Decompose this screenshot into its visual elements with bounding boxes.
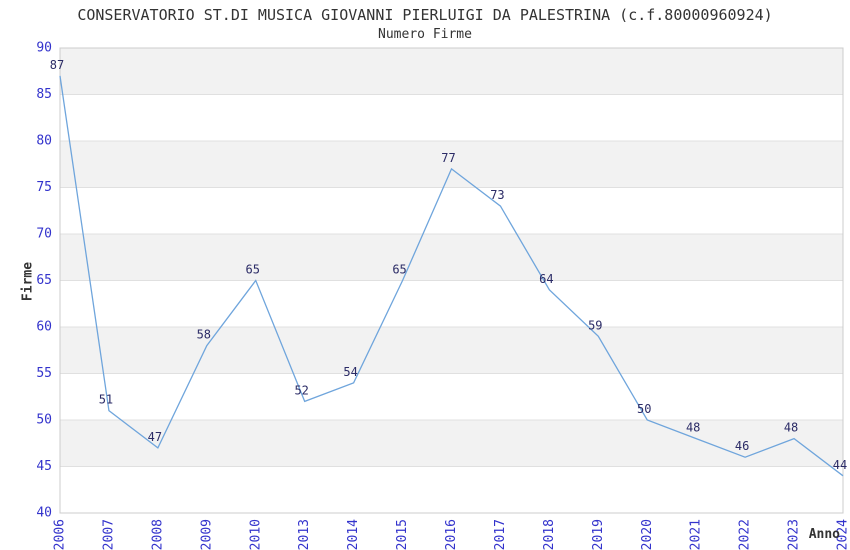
data-label: 73 (490, 188, 504, 202)
y-tick-label: 65 (36, 273, 52, 288)
data-label: 50 (637, 402, 651, 416)
band (60, 234, 843, 281)
y-tick-label: 70 (36, 227, 52, 242)
data-label: 52 (294, 383, 308, 397)
data-label: 54 (343, 365, 357, 379)
x-tick-label: 2013 (297, 519, 312, 550)
plot-bands (60, 48, 843, 513)
x-tick-label: 2014 (346, 519, 361, 550)
x-tick-label: 2019 (591, 519, 606, 550)
x-tick-label: 2010 (248, 519, 263, 550)
data-label: 46 (735, 439, 749, 453)
data-label: 48 (784, 421, 798, 435)
band (60, 280, 843, 327)
x-tick-labels: 2006 2007 2008 2009 2010 2013 2014 2015 2016 2017… (53, 519, 850, 550)
y-tick-label: 90 (36, 41, 52, 56)
data-label: 48 (686, 421, 700, 435)
x-tick-label: 2022 (738, 519, 753, 550)
x-tick-label: 2024 (836, 519, 850, 550)
x-tick-label: 2006 (53, 519, 68, 550)
chart-title: CONSERVATORIO ST.DI MUSICA GIOVANNI PIER… (77, 6, 773, 24)
y-tick-label: 80 (36, 134, 52, 149)
x-tick-label: 2008 (150, 519, 165, 550)
y-tick-label: 75 (36, 180, 52, 195)
chart-subtitle: Numero Firme (378, 27, 472, 42)
plot-border (59, 47, 844, 514)
x-tick-label: 2016 (444, 519, 459, 550)
x-tick-label: 2018 (542, 519, 557, 550)
data-label: 65 (246, 263, 260, 277)
data-label: 77 (441, 151, 455, 165)
data-label: 87 (50, 58, 64, 72)
band (60, 48, 843, 95)
y-tick-label: 85 (36, 87, 52, 102)
plot-gridlines (60, 94, 843, 467)
x-tick-label: 2017 (493, 519, 508, 550)
y-tick-labels: 40 45 50 55 60 65 70 75 80 85 90 (36, 41, 52, 521)
y-tick-label: 50 (36, 413, 52, 428)
x-tick-label: 2009 (199, 519, 214, 550)
y-tick-label: 40 (36, 506, 52, 521)
data-label: 51 (99, 393, 113, 407)
x-tick-label: 2020 (640, 519, 655, 550)
x-tick-label: 2023 (787, 519, 802, 550)
band (60, 420, 843, 467)
y-tick-label: 60 (36, 320, 52, 335)
band (60, 327, 843, 374)
y-tick-label: 55 (36, 366, 52, 381)
band (60, 187, 843, 234)
band (60, 141, 843, 188)
data-label: 64 (539, 272, 553, 286)
x-axis-title: Anno (808, 527, 840, 542)
data-label: 58 (197, 328, 211, 342)
data-labels: 87 51 47 58 65 52 54 65 77 73 64 59 50 48 46 48 44 (50, 58, 847, 472)
data-label: 44 (833, 458, 847, 472)
band (60, 466, 843, 513)
band (60, 373, 843, 420)
x-tick-label: 2007 (101, 519, 116, 550)
band (60, 94, 843, 141)
data-label: 59 (588, 318, 602, 332)
y-tick-label: 45 (36, 459, 52, 474)
data-label: 65 (392, 263, 406, 277)
x-tick-label: 2021 (689, 519, 704, 550)
series-line (59, 75, 844, 477)
x-tick-label: 2015 (395, 519, 410, 550)
y-axis-title: Firme (20, 261, 36, 302)
data-label: 47 (148, 430, 162, 444)
